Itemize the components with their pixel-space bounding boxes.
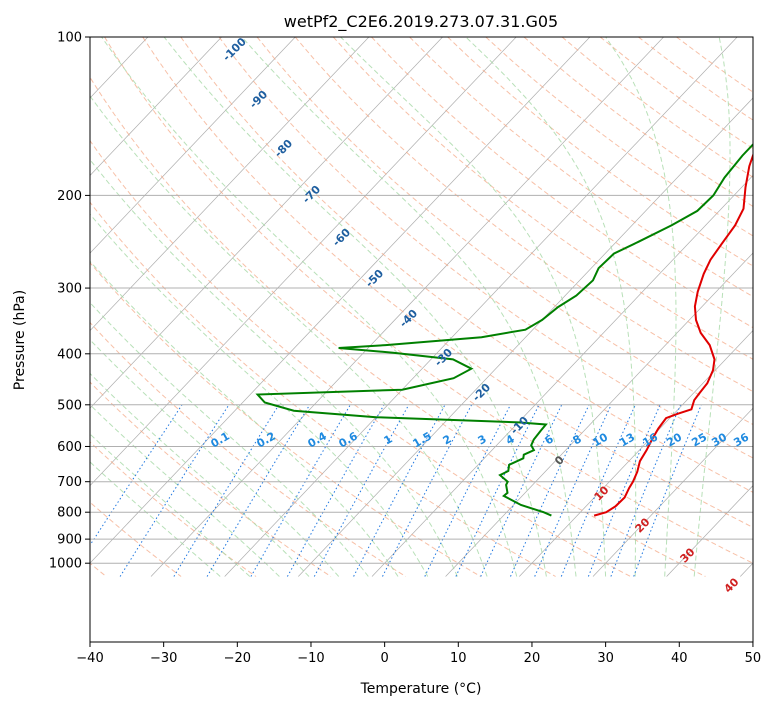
moist-adiabat-line	[605, 37, 677, 577]
x-axis-title: Temperature (°C)	[360, 681, 482, 697]
isotherm-line	[90, 37, 517, 487]
moist-adiabat-line	[693, 37, 731, 577]
chart-title: wetPf2_C2E6.2019.273.07.31.G05	[284, 12, 558, 32]
plot-frame	[89, 36, 754, 643]
dry-adiabat-line	[409, 37, 753, 298]
dry-adiabat-line	[447, 37, 753, 267]
temperature-profile	[593, 152, 753, 517]
y-tick-label: 500	[57, 398, 82, 413]
isotherm-line	[90, 37, 370, 332]
x-tick-label: 0	[380, 651, 388, 666]
moist-adiabat-line	[90, 372, 310, 577]
mixing-ratio-line	[382, 404, 473, 577]
mixing-ratio-line	[480, 404, 563, 577]
x-tick-label: 10	[450, 651, 467, 666]
x-tick-label: 30	[597, 651, 614, 666]
mixing-ratio-line	[534, 404, 612, 577]
mixing-ratio-line	[119, 404, 230, 577]
y-tick-label: 400	[57, 347, 82, 362]
x-axis: −40 −30 −20 −10 0 10 20 30 40 50	[76, 642, 761, 666]
isotherm-line	[592, 407, 753, 577]
x-tick-label: −40	[76, 651, 103, 666]
y-tick-label: 100	[57, 31, 82, 46]
y-axis: 100 200 300 400 500 600 700 800 900 1000	[49, 31, 90, 572]
isotherm-line	[371, 174, 753, 577]
dry-adiabat-line	[90, 76, 706, 577]
mixing-ratio-line	[206, 404, 311, 577]
dry-adiabat-line	[180, 37, 753, 493]
y-axis-title: Pressure (hPa)	[12, 290, 28, 390]
isotherm-line	[298, 97, 753, 577]
y-tick-label: 700	[57, 475, 82, 490]
dry-adiabat-line	[90, 139, 631, 577]
y-tick-label: 900	[57, 533, 82, 548]
x-tick-label: −30	[150, 651, 177, 666]
moist-adiabat-line	[241, 37, 577, 577]
plot-area	[90, 37, 753, 642]
moist-adiabat-line	[90, 260, 399, 577]
isotherm-line	[150, 37, 664, 577]
mixing-ratio-line	[560, 404, 636, 577]
mixing-ratio-line	[250, 404, 351, 577]
y-tick-label: 300	[57, 282, 82, 297]
y-tick-label: 200	[57, 189, 82, 204]
y-tick-label: 1000	[49, 557, 82, 572]
x-tick-label: −20	[224, 651, 251, 666]
dewpoint-profile	[255, 142, 753, 517]
y-tick-label: 800	[57, 506, 82, 521]
isotherm-line	[0, 37, 1, 577]
isotherm-line	[90, 37, 443, 409]
x-tick-label: 50	[745, 651, 762, 666]
y-tick-label: 600	[57, 440, 82, 455]
isotherm-line	[519, 330, 753, 577]
isotherm-line	[445, 252, 753, 577]
mixing-ratio-line	[286, 404, 385, 577]
isotherm-line	[666, 485, 753, 577]
dry-adiabat-line	[218, 37, 753, 459]
moist-adiabat-line	[340, 37, 607, 577]
dry-adiabat-line	[256, 37, 753, 426]
isotherm-line	[90, 37, 296, 254]
mixing-ratio-line	[173, 404, 280, 577]
isotherm-line	[90, 37, 591, 564]
dry-adiabat-line	[142, 37, 753, 528]
pressure-gridlines	[90, 37, 753, 564]
moist-adiabat-line	[101, 37, 518, 577]
x-tick-label: −10	[297, 651, 324, 666]
x-tick-label: 40	[671, 651, 688, 666]
profile-lines	[255, 142, 753, 517]
isotherm-line	[90, 37, 222, 177]
moist-adiabat-line	[465, 37, 637, 577]
mixing-ratio-line	[510, 404, 590, 577]
x-tick-label: 20	[524, 651, 541, 666]
dry-adiabat-line	[90, 381, 332, 577]
